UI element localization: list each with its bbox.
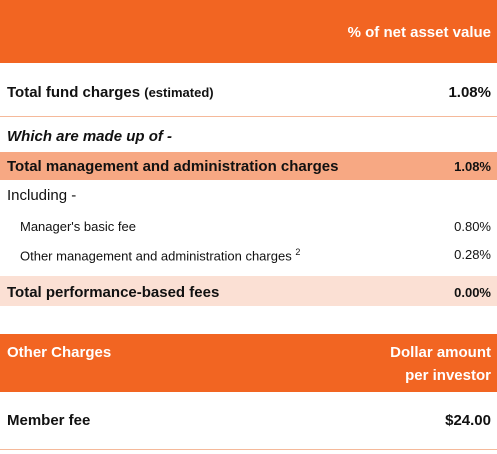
dollar-amount-column-header: Dollar amount: [390, 344, 491, 361]
managers-basic-fee-row: Manager's basic fee 0.80%: [0, 214, 497, 238]
made-up-of-label: Which are made up of -: [7, 128, 173, 145]
estimated-qualifier: (estimated): [144, 85, 214, 100]
divider: [0, 116, 497, 117]
including-label: Including -: [7, 187, 77, 204]
per-investor-column-header: per investor: [405, 367, 491, 384]
other-management-charges-label: Other management and administration char…: [20, 248, 292, 264]
managers-basic-fee-value: 0.80%: [454, 219, 491, 234]
total-fund-charges-label: Total fund charges: [7, 84, 141, 101]
performance-fees-value: 0.00%: [454, 285, 491, 300]
footnote-marker: 2: [295, 247, 301, 257]
fees-table-header: % of net asset value: [0, 0, 497, 63]
other-management-charges-value: 0.28%: [454, 247, 491, 262]
performance-fees-label: Total performance-based fees: [7, 284, 220, 301]
including-row: Including -: [0, 184, 497, 210]
total-fund-charges-value: 1.08%: [448, 84, 491, 101]
divider: [0, 449, 497, 450]
total-management-charges-value: 1.08%: [454, 159, 491, 174]
member-fee-row: Member fee $24.00: [0, 404, 497, 438]
other-charges-label: Other Charges: [7, 344, 112, 361]
made-up-of-row: Which are made up of -: [0, 124, 497, 150]
total-fund-charges-row: Total fund charges (estimated) 1.08%: [0, 78, 497, 108]
net-asset-value-column-header: % of net asset value: [347, 24, 491, 41]
member-fee-value: $24.00: [445, 412, 491, 429]
other-charges-header: Other Charges Dollar amount per investor: [0, 334, 497, 392]
other-management-charges-row: Other management and administration char…: [0, 242, 497, 268]
total-management-charges-row: Total management and administration char…: [0, 152, 497, 180]
member-fee-label: Member fee: [7, 412, 91, 429]
performance-fees-row: Total performance-based fees 0.00%: [0, 276, 497, 306]
managers-basic-fee-label: Manager's basic fee: [20, 219, 136, 234]
total-management-charges-label: Total management and administration char…: [7, 158, 339, 175]
